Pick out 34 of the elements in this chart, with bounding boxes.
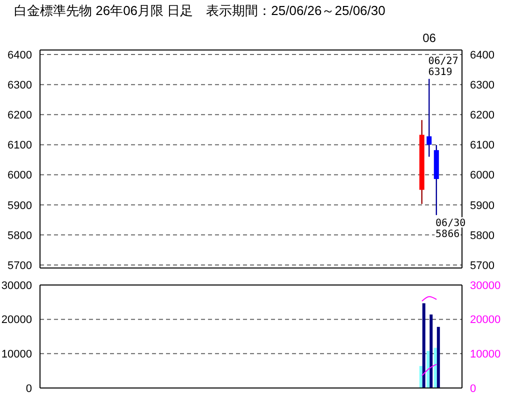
y2-tick-label: 5700 bbox=[470, 260, 494, 272]
y2-tick-label: 0 bbox=[470, 382, 476, 395]
chart-title: 白金標準先物 26年06月限 日足 表示期間：25/06/26～25/06/30 bbox=[14, 2, 386, 20]
y-tick-label: 5900 bbox=[8, 200, 32, 212]
y2-tick-label: 6300 bbox=[470, 79, 494, 92]
y2-tick-label: 20000 bbox=[470, 314, 501, 326]
y2-tick-label: 6000 bbox=[470, 170, 494, 182]
y-tick-label: 6300 bbox=[8, 79, 32, 92]
y-tick-label: 6100 bbox=[8, 140, 32, 152]
y-tick-label: 10000 bbox=[1, 348, 32, 361]
y-tick-label: 0 bbox=[26, 382, 32, 395]
candlestick bbox=[426, 78, 432, 158]
y-tick-label: 6400 bbox=[8, 49, 32, 62]
bar bbox=[434, 348, 437, 388]
y2-tick-label: 30000 bbox=[470, 280, 501, 292]
bar bbox=[436, 326, 440, 388]
y-tick-label: 6000 bbox=[8, 170, 32, 182]
y2-tick-label: 6400 bbox=[470, 49, 494, 62]
y2-tick-label: 5900 bbox=[470, 200, 494, 212]
y-tick-label: 5800 bbox=[8, 230, 32, 242]
bar bbox=[430, 314, 433, 388]
x-tick-label: 06 bbox=[422, 31, 436, 45]
y2-tick-label: 6100 bbox=[470, 140, 494, 152]
y-tick-label: 6200 bbox=[8, 110, 32, 122]
y2-tick-label: 10000 bbox=[470, 348, 501, 361]
bar bbox=[426, 350, 430, 388]
y2-tick-label: 6200 bbox=[470, 110, 494, 122]
y2-tick-label: 5800 bbox=[470, 230, 494, 242]
bar bbox=[422, 303, 426, 388]
annotation: 06/27 6319 bbox=[428, 56, 458, 78]
bar bbox=[419, 366, 422, 388]
y-tick-label: 30000 bbox=[1, 280, 32, 292]
y-tick-label: 20000 bbox=[1, 314, 32, 326]
y-tick-label: 5700 bbox=[8, 260, 32, 272]
